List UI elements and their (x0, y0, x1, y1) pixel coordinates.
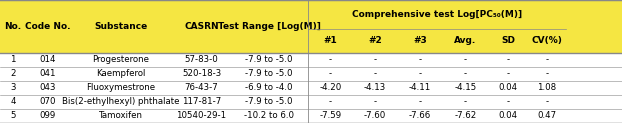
Text: Comprehensive test Log[PC₅₀(M)]: Comprehensive test Log[PC₅₀(M)] (352, 10, 522, 19)
Text: -7.9 to -5.0: -7.9 to -5.0 (245, 97, 293, 107)
Text: 0.04: 0.04 (499, 111, 518, 121)
Text: 10540-29-1: 10540-29-1 (177, 111, 226, 121)
Text: 0.47: 0.47 (537, 111, 556, 121)
Text: -: - (506, 97, 510, 107)
Text: -: - (545, 69, 549, 78)
Text: -10.2 to 6.0: -10.2 to 6.0 (244, 111, 294, 121)
Text: -: - (506, 69, 510, 78)
Text: SD: SD (501, 36, 515, 45)
Text: -: - (328, 55, 332, 64)
Text: Progesterone: Progesterone (92, 55, 149, 64)
Text: 57-83-0: 57-83-0 (185, 55, 218, 64)
Text: 117-81-7: 117-81-7 (182, 97, 221, 107)
Text: 3: 3 (11, 83, 16, 92)
Text: #2: #2 (368, 36, 382, 45)
Text: -: - (328, 97, 332, 107)
Text: 070: 070 (39, 97, 55, 107)
Text: Kaempferol: Kaempferol (96, 69, 146, 78)
Text: -: - (506, 55, 510, 64)
Text: 014: 014 (39, 55, 55, 64)
Text: 520-18-3: 520-18-3 (182, 69, 221, 78)
Text: -: - (545, 97, 549, 107)
Text: 043: 043 (39, 83, 55, 92)
Text: CV(%): CV(%) (531, 36, 562, 45)
Text: 1: 1 (11, 55, 16, 64)
Text: -: - (464, 97, 467, 107)
Text: 1.08: 1.08 (537, 83, 556, 92)
Text: -4.20: -4.20 (319, 83, 341, 92)
Text: -7.60: -7.60 (364, 111, 386, 121)
Text: -: - (464, 55, 467, 64)
Text: -: - (418, 97, 422, 107)
Text: Code No.: Code No. (24, 22, 70, 31)
Text: -: - (328, 69, 332, 78)
Text: -7.9 to -5.0: -7.9 to -5.0 (245, 55, 293, 64)
Text: 76-43-7: 76-43-7 (185, 83, 218, 92)
Text: Bis(2-ethylhexyl) phthalate: Bis(2-ethylhexyl) phthalate (62, 97, 179, 107)
Text: -4.11: -4.11 (409, 83, 431, 92)
Text: -: - (418, 69, 422, 78)
Text: 2: 2 (11, 69, 16, 78)
Text: 5: 5 (11, 111, 16, 121)
Text: -4.15: -4.15 (455, 83, 476, 92)
Text: 099: 099 (39, 111, 55, 121)
Text: Substance: Substance (94, 22, 147, 31)
Text: 4: 4 (11, 97, 16, 107)
Text: -7.62: -7.62 (455, 111, 476, 121)
Text: -7.9 to -5.0: -7.9 to -5.0 (245, 69, 293, 78)
Text: -: - (464, 69, 467, 78)
Text: 041: 041 (39, 69, 55, 78)
Text: -: - (373, 69, 377, 78)
Text: #3: #3 (413, 36, 427, 45)
Text: -: - (373, 97, 377, 107)
Text: -6.9 to -4.0: -6.9 to -4.0 (245, 83, 293, 92)
Text: Fluoxymestrone: Fluoxymestrone (86, 83, 156, 92)
Text: -: - (545, 55, 549, 64)
Bar (0, 53, 622, 123)
Text: -: - (373, 55, 377, 64)
Text: No.: No. (4, 22, 22, 31)
Text: #1: #1 (323, 36, 337, 45)
Text: -: - (418, 55, 422, 64)
Text: -7.59: -7.59 (319, 111, 341, 121)
Text: Avg.: Avg. (455, 36, 476, 45)
Text: CASRN: CASRN (184, 22, 219, 31)
Text: -4.13: -4.13 (364, 83, 386, 92)
Text: Tamoxifen: Tamoxifen (99, 111, 142, 121)
Text: 0.04: 0.04 (499, 83, 518, 92)
Text: -7.66: -7.66 (409, 111, 431, 121)
Text: Test Range [Log(M)]: Test Range [Log(M)] (218, 22, 320, 31)
